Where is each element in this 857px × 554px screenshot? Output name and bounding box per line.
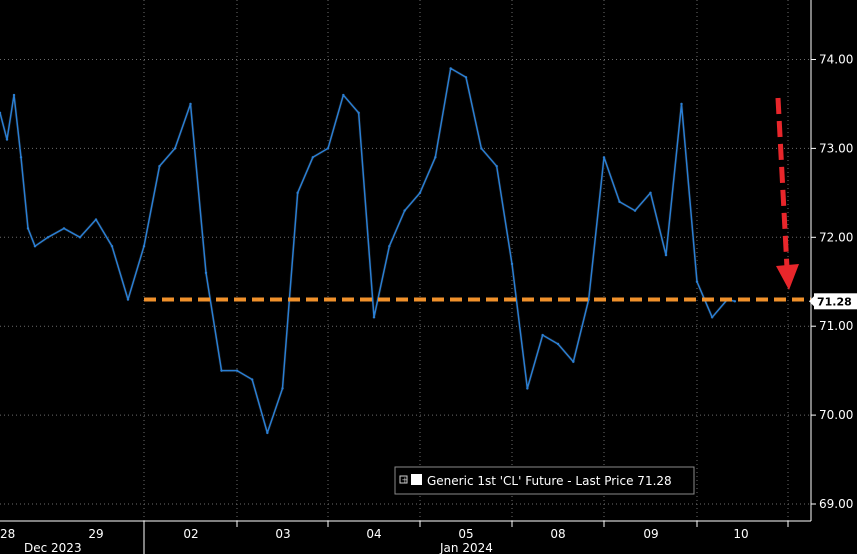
series-point [695,280,699,283]
series-point [633,209,637,212]
legend-toggle-icon[interactable] [399,475,408,484]
series-point [250,378,254,381]
series-point [326,147,330,150]
series-line [0,67,736,434]
series-point [46,236,50,239]
legend-label: Generic 1st 'CL' Future - Last Price 71.… [427,474,672,488]
series-point [204,271,208,275]
series-point [372,316,376,319]
x-month-label: Jan 2024 [439,541,493,554]
x-tick-label: 28 [0,527,15,541]
series-point [526,387,529,390]
series-point [556,342,560,346]
y-tick-label: 74.00 [819,53,853,67]
series-point [5,138,9,141]
series-point [311,156,315,159]
legend: + Generic 1st 'CL' Future - Last Price 7… [394,466,695,495]
series-point [33,244,37,248]
annotation-arrow [775,97,799,290]
series-point [664,253,668,257]
legend-swatch-icon [411,474,422,485]
last-price-label: 71.28 [817,295,852,308]
y-tick-label: 72.00 [819,230,853,244]
series-point [342,93,345,97]
x-tick-label: 08 [550,527,565,541]
series-point [602,156,606,159]
series-point [189,102,192,106]
series-point [296,191,299,195]
x-month-label: Dec 2023 [24,541,82,554]
series-point [235,369,239,372]
series-point [126,298,130,301]
y-tick-label: 73.00 [819,141,853,155]
series-point [19,156,23,159]
reference-level: 71.28 [144,293,857,310]
series-point [12,93,16,97]
x-tick-label: 05 [458,527,473,541]
series-point [403,209,406,212]
series-point [587,298,590,301]
arrow-shaft [775,97,790,269]
series-point [110,244,114,248]
series-point [618,200,621,203]
series-point [158,164,161,168]
series-point [0,111,2,115]
y-tick-label: 70.00 [819,408,853,422]
x-tick-label: 10 [733,527,748,541]
x-tick-label: 09 [643,527,658,541]
series-point [418,191,422,195]
arrow-head [776,264,799,290]
series-point [680,102,683,106]
series-point [173,147,177,150]
series-point [464,76,468,79]
series-point [62,227,66,230]
legend-box [394,466,695,495]
y-tick-label: 71.00 [819,319,853,333]
series-point [495,164,498,168]
x-tick-label: 02 [183,527,198,541]
series-point [480,147,483,150]
series-point [78,236,82,239]
series-point [710,316,714,319]
series-point [357,111,360,115]
series-point [449,67,452,70]
y-tick-label: 69.00 [819,497,853,511]
series-point [434,156,437,159]
series-point [94,218,98,221]
series-point [26,227,30,230]
x-tick-label: 04 [366,527,381,541]
series-point [266,431,269,435]
series-point [572,360,575,363]
price-series [0,66,737,435]
series-point [510,262,514,266]
series-point [388,244,391,248]
series-point [649,191,652,195]
series-point [733,300,737,303]
svg-text:+: + [402,476,409,485]
series-point [281,387,284,390]
series-point [142,244,146,248]
x-tick-label: 03 [275,527,290,541]
x-tick-label: 29 [88,527,103,541]
series-point [220,369,223,372]
last-price-box [814,293,857,310]
series-point [541,333,544,337]
